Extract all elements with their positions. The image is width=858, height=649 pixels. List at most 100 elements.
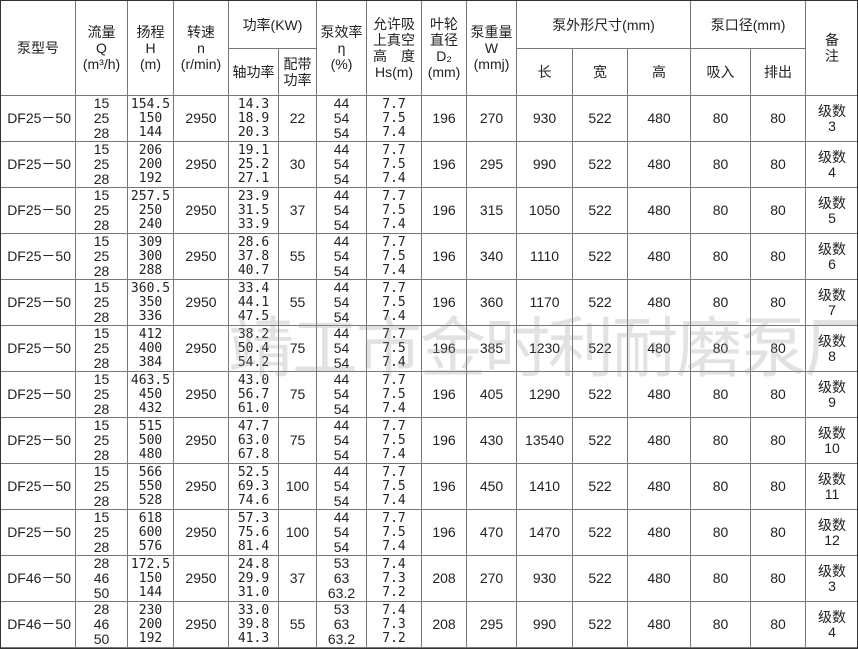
- remark-cell: 级数 11: [805, 463, 858, 510]
- efficiency-cell: 44 54 54: [316, 509, 368, 556]
- head-cell: 309 300 288: [127, 233, 174, 280]
- flow-cell: 15 25 28: [75, 233, 128, 280]
- table-header: 泵型号 流量 Q (m³/h) 扬程 H (m) 转速 n (r/min) 功率…: [0, 0, 858, 96]
- table-row: DF25－50 15 25 28 257.5 250 240 2950 23.9 31.…: [0, 187, 858, 234]
- height-cell: 480: [627, 555, 692, 602]
- width-cell: 522: [572, 601, 629, 648]
- header-impeller-diameter: 叶轮 直径 D₂ (mm): [421, 0, 468, 96]
- speed-cell: 2950: [173, 95, 229, 142]
- width-cell: 522: [572, 325, 629, 372]
- speed-cell: 2950: [173, 279, 229, 326]
- impeller-diameter-cell: 196: [421, 187, 468, 234]
- table-row: DF25－50 15 25 28 206 200 192 2950 19.1 25.2 …: [0, 141, 858, 188]
- remark-cell: 级数 4: [805, 141, 858, 188]
- suction-lift-cell: 7.7 7.5 7.4: [366, 233, 423, 280]
- height-cell: 480: [627, 601, 692, 648]
- speed-cell: 2950: [173, 187, 229, 234]
- model-cell: DF25－50: [0, 509, 76, 556]
- flow-cell: 15 25 28: [75, 463, 128, 510]
- remark-cell: 级数 9: [805, 371, 858, 418]
- width-cell: 522: [572, 555, 629, 602]
- weight-cell: 295: [466, 141, 518, 188]
- inlet-cell: 80: [690, 325, 752, 372]
- head-cell: 618 600 576: [127, 509, 174, 556]
- outlet-cell: 80: [750, 325, 807, 372]
- head-cell: 172.5 150 144: [127, 555, 174, 602]
- outlet-cell: 80: [750, 95, 807, 142]
- table-row: DF46－50 28 46 50 172.5 150 144 2950 24.8 29.…: [0, 555, 858, 602]
- efficiency-cell: 53 63 63.2: [316, 601, 368, 648]
- length-cell: 990: [516, 141, 574, 188]
- remark-cell: 级数 3: [805, 555, 858, 602]
- impeller-diameter-cell: 196: [421, 141, 468, 188]
- model-cell: DF25－50: [0, 95, 76, 142]
- model-cell: DF46－50: [0, 555, 76, 602]
- impeller-diameter-cell: 196: [421, 371, 468, 418]
- length-cell: 1230: [516, 325, 574, 372]
- remark-cell: 级数 4: [805, 601, 858, 648]
- outlet-cell: 80: [750, 509, 807, 556]
- length-cell: 1110: [516, 233, 574, 280]
- width-cell: 522: [572, 463, 629, 510]
- inlet-cell: 80: [690, 509, 752, 556]
- weight-cell: 360: [466, 279, 518, 326]
- header-efficiency: 泵效率 η (%): [316, 0, 368, 96]
- suction-lift-cell: 7.7 7.5 7.4: [366, 325, 423, 372]
- remark-cell: 级数 7: [805, 279, 858, 326]
- shaft-power-cell: 52.5 69.3 74.6: [228, 463, 279, 510]
- suction-lift-cell: 7.4 7.3 7.2: [366, 555, 423, 602]
- suction-lift-cell: 7.7 7.5 7.4: [366, 463, 423, 510]
- inlet-cell: 80: [690, 417, 752, 464]
- shaft-power-cell: 19.1 25.2 27.1: [228, 141, 279, 188]
- suction-lift-cell: 7.7 7.5 7.4: [366, 187, 423, 234]
- weight-cell: 450: [466, 463, 518, 510]
- flow-cell: 15 25 28: [75, 325, 128, 372]
- width-cell: 522: [572, 187, 629, 234]
- weight-cell: 340: [466, 233, 518, 280]
- header-model: 泵型号: [0, 0, 76, 96]
- efficiency-cell: 44 54 54: [316, 187, 368, 234]
- suction-lift-cell: 7.7 7.5 7.4: [366, 95, 423, 142]
- outlet-cell: 80: [750, 233, 807, 280]
- remark-cell: 级数 12: [805, 509, 858, 556]
- shaft-power-cell: 24.8 29.9 31.0: [228, 555, 279, 602]
- motor-power-cell: 37: [277, 187, 318, 234]
- flow-cell: 15 25 28: [75, 95, 128, 142]
- impeller-diameter-cell: 208: [421, 601, 468, 648]
- height-cell: 480: [627, 95, 692, 142]
- header-port-diameter: 泵口径(mm): [690, 0, 807, 49]
- model-cell: DF25－50: [0, 417, 76, 464]
- head-cell: 566 550 528: [127, 463, 174, 510]
- motor-power-cell: 75: [277, 371, 318, 418]
- flow-cell: 15 25 28: [75, 187, 128, 234]
- weight-cell: 385: [466, 325, 518, 372]
- length-cell: 13540: [516, 417, 574, 464]
- height-cell: 480: [627, 325, 692, 372]
- model-cell: DF25－50: [0, 187, 76, 234]
- inlet-cell: 80: [690, 371, 752, 418]
- speed-cell: 2950: [173, 371, 229, 418]
- model-cell: DF25－50: [0, 463, 76, 510]
- impeller-diameter-cell: 196: [421, 509, 468, 556]
- height-cell: 480: [627, 417, 692, 464]
- table-row: DF25－50 15 25 28 154.5 150 144 2950 14.3 18.…: [0, 95, 858, 142]
- head-cell: 412 400 384: [127, 325, 174, 372]
- shaft-power-cell: 33.4 44.1 47.5: [228, 279, 279, 326]
- efficiency-cell: 44 54 54: [316, 279, 368, 326]
- header-length: 长: [516, 48, 574, 96]
- weight-cell: 405: [466, 371, 518, 418]
- header-inlet: 吸入: [690, 48, 752, 96]
- flow-cell: 15 25 28: [75, 141, 128, 188]
- head-cell: 230 200 192: [127, 601, 174, 648]
- inlet-cell: 80: [690, 601, 752, 648]
- length-cell: 1470: [516, 509, 574, 556]
- outlet-cell: 80: [750, 371, 807, 418]
- outlet-cell: 80: [750, 279, 807, 326]
- shaft-power-cell: 14.3 18.9 20.3: [228, 95, 279, 142]
- width-cell: 522: [572, 509, 629, 556]
- speed-cell: 2950: [173, 417, 229, 464]
- width-cell: 522: [572, 279, 629, 326]
- width-cell: 522: [572, 95, 629, 142]
- head-cell: 257.5 250 240: [127, 187, 174, 234]
